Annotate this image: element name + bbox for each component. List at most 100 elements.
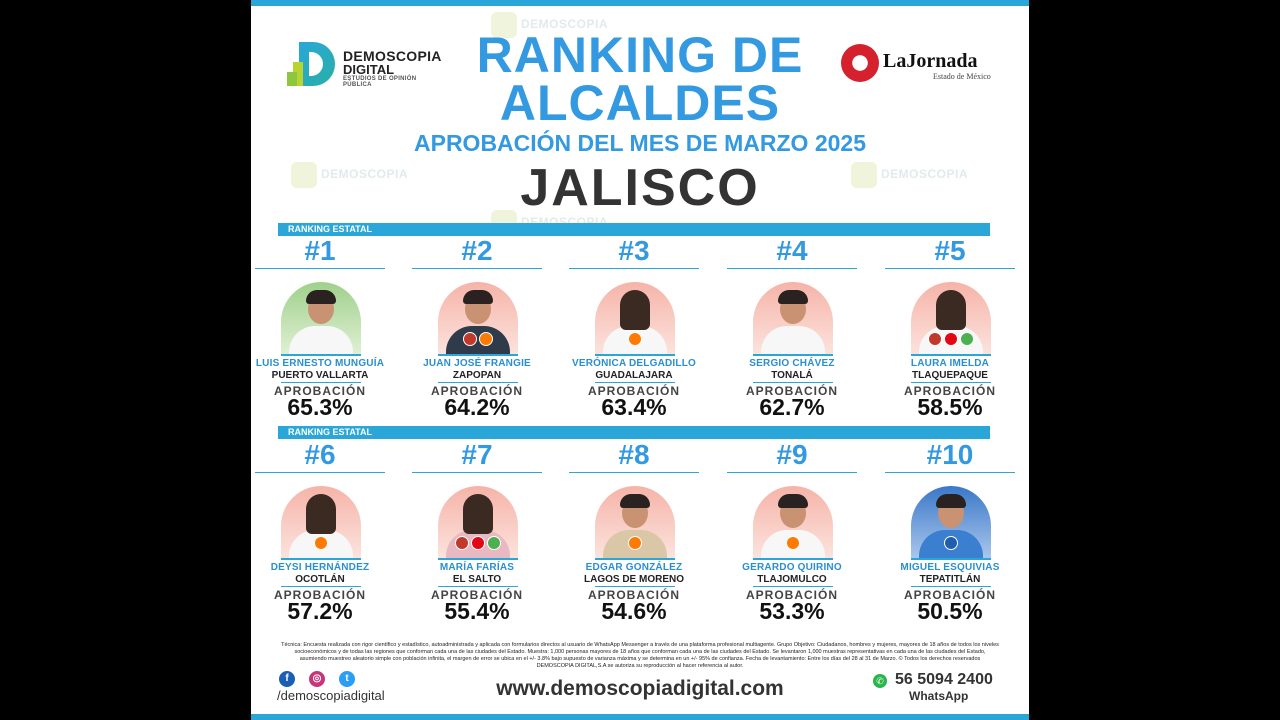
rank-underline — [412, 268, 542, 269]
mayor-portrait — [595, 282, 675, 354]
twitter-icon[interactable]: t — [339, 671, 355, 687]
city-underline — [438, 586, 518, 587]
title-line2: ALCALDES — [499, 75, 781, 131]
party-badge-icon — [314, 536, 328, 550]
mayor-city: TONALÁ — [771, 370, 813, 381]
approval-label: APROBACIÓN — [430, 588, 523, 602]
mayor-portrait — [595, 486, 675, 558]
portrait-underline — [438, 354, 518, 356]
approval-value: 62.7% — [759, 394, 825, 420]
mayor-city: TEPATITLÁN — [919, 574, 981, 585]
mayor-city: TLAQUEPAQUE — [912, 370, 988, 381]
mayor-portrait — [753, 282, 833, 354]
party-badge-icon — [487, 536, 501, 550]
city-underline — [595, 382, 675, 383]
mayor-card: #10 MIGUEL ESQUIVIAS TEPATITLÁN APROBACI… — [885, 440, 1015, 624]
rank-underline — [727, 472, 857, 473]
mayor-card: #3 VERÓNICA DELGADILLO GUADALAJARA APROB… — [569, 236, 699, 420]
mayor-name: GERARDO QUIRINO — [742, 562, 842, 573]
mayor-card: #2 JUAN JOSÉ FRANGIE ZAPOPAN APROBACIÓN … — [412, 236, 542, 420]
rank-number: #1 — [304, 235, 336, 266]
top-accent-bar — [251, 0, 1029, 6]
party-badge-icon — [471, 536, 485, 550]
portrait-underline — [438, 558, 518, 560]
city-underline — [911, 382, 991, 383]
portrait-underline — [281, 558, 361, 560]
party-badge-icon — [786, 536, 800, 550]
subtitle: APROBACIÓN DEL MES DE MARZO 2025 — [414, 130, 866, 156]
rank-underline — [885, 268, 1015, 269]
mayor-name: SERGIO CHÁVEZ — [749, 358, 835, 369]
mayor-city: ZAPOPAN — [452, 370, 502, 381]
demoscopia-digital-logo: DEMOSCOPIA DIGITAL ESTUDIOS DE OPINIÓN P… — [287, 40, 447, 90]
whatsapp-icon: ✆ — [873, 674, 887, 688]
party-badges — [911, 332, 991, 351]
party-badge-icon — [628, 332, 642, 346]
mayor-portrait — [911, 486, 991, 558]
approval-label: APROBACIÓN — [903, 588, 996, 602]
mayor-card: #9 GERARDO QUIRINO TLAJOMULCO APROBACIÓN… — [727, 439, 857, 624]
city-underline — [753, 382, 833, 383]
mayor-card: #6 DEYSI HERNÁNDEZ OCOTLÁN APROBACIÓN 57… — [255, 440, 385, 624]
approval-value: 58.5% — [917, 394, 983, 420]
portrait-underline — [911, 558, 991, 560]
approval-value: 57.2% — [287, 598, 353, 624]
rank-underline — [255, 472, 385, 473]
party-badges — [753, 536, 833, 555]
social-handle: /demoscopiadigital — [277, 688, 385, 703]
mayor-card: #7 MARÍA FARÍAS EL SALTO APROBACIÓN 55.4… — [412, 439, 542, 624]
logo-text-line2: DIGITAL — [343, 62, 395, 77]
party-badge-icon — [960, 332, 974, 346]
city-underline — [281, 586, 361, 587]
facebook-icon[interactable]: f — [279, 671, 295, 687]
watermark: DEMOSCOPIA — [491, 12, 608, 38]
party-badges — [595, 332, 675, 351]
portrait-underline — [753, 558, 833, 560]
party-badge-icon — [928, 332, 942, 346]
mayor-card: #8 EDGAR GONZÁLEZ LAGOS DE MORENO APROBA… — [569, 440, 699, 624]
portrait-underline — [595, 558, 675, 560]
rank-underline — [569, 268, 699, 269]
city-underline — [753, 586, 833, 587]
rank-underline — [569, 472, 699, 473]
approval-value: 65.3% — [287, 394, 353, 420]
mayor-card: #1 LUIS ERNESTO MUNGUÍA PUERTO VALLARTA … — [255, 235, 385, 420]
rank-number: #7 — [461, 439, 493, 470]
party-badge-icon — [463, 332, 477, 346]
mayor-name: MARÍA FARÍAS — [439, 562, 515, 573]
party-badge-icon — [944, 332, 958, 346]
approval-value: 63.4% — [601, 394, 667, 420]
mayor-portrait — [438, 486, 518, 558]
logo-text-line1: DEMOSCOPIA — [343, 48, 442, 64]
mayor-name: EDGAR GONZÁLEZ — [585, 562, 683, 573]
website-url[interactable]: www.demoscopiadigital.com — [496, 677, 784, 700]
rank-number: #9 — [776, 439, 808, 470]
mayor-card: #4 SERGIO CHÁVEZ TONALÁ APROBACIÓN 62.7% — [727, 236, 857, 420]
ranking-bar: RANKING ESTATAL — [278, 223, 990, 236]
sun-icon — [841, 44, 879, 82]
mayor-portrait — [281, 486, 361, 558]
phone-number: 56 5094 2400 — [895, 671, 993, 688]
approval-value: 55.4% — [444, 598, 510, 624]
la-jornada-name: LaJornada — [883, 50, 978, 72]
rank-underline — [885, 472, 1015, 473]
party-badge-icon — [944, 536, 958, 550]
la-jornada-subtitle: Estado de México — [933, 72, 991, 81]
instagram-icon[interactable]: ◎ — [309, 671, 325, 687]
mayor-name: VERÓNICA DELGADILLO — [572, 358, 696, 369]
party-badges — [911, 536, 991, 555]
rank-underline — [412, 472, 542, 473]
approval-label: APROBACIÓN — [587, 384, 680, 398]
party-badges — [438, 536, 518, 555]
approval-label: APROBACIÓN — [745, 588, 838, 602]
party-badges — [281, 536, 361, 555]
approval-label: APROBACIÓN — [430, 384, 523, 398]
approval-value: 54.6% — [601, 598, 667, 624]
mayor-name: DEYSI HERNÁNDEZ — [270, 562, 370, 573]
ranking-poster: DEMOSCOPIA DEMOSCOPIA DEMOSCOPIA DEMOSCO… — [251, 0, 1029, 720]
mayor-city: GUADALAJARA — [595, 370, 673, 381]
watermark: DEMOSCOPIA — [851, 162, 968, 188]
approval-value: 53.3% — [759, 598, 825, 624]
rank-underline — [255, 268, 385, 269]
la-jornada-logo: LaJornada Estado de México — [841, 44, 1001, 84]
